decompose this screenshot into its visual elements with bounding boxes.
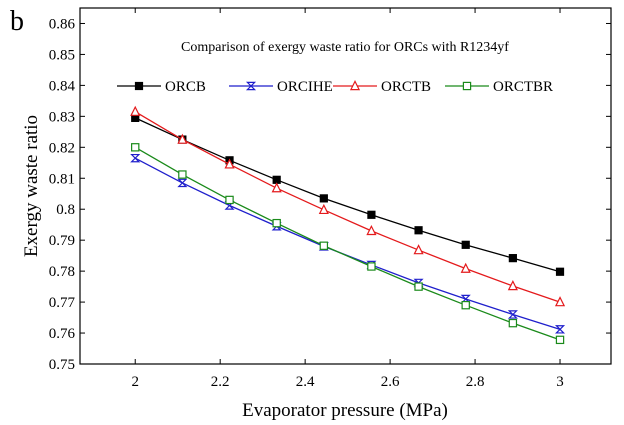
- x-axis-ticks: 2 2.2 2.4 2.6 2.8 3: [131, 8, 564, 390]
- data-point-marker: [177, 133, 188, 144]
- data-point-marker: [507, 310, 518, 319]
- data-point-marker: [461, 240, 470, 249]
- data-point-marker: [508, 318, 518, 328]
- data-point-marker: [224, 158, 235, 169]
- data-point-marker: [225, 195, 234, 205]
- data-point-marker: [130, 153, 141, 163]
- data-point-marker: [319, 194, 328, 203]
- data-point-marker: [507, 280, 518, 291]
- data-point-marker: [461, 300, 470, 310]
- y-axis-ticks: 0.75 0.76 0.77 0.78 0.79 0.8 0.81 0.82 0.83 0.84 0…: [49, 16, 611, 373]
- y-tick-label: 0.83: [49, 109, 75, 125]
- data-point-marker: [462, 81, 472, 91]
- x-tick-label: 3: [556, 374, 564, 390]
- data-point-marker: [413, 244, 424, 255]
- data-point-marker: [130, 105, 141, 116]
- series-layer: [130, 105, 566, 345]
- legend: ORCB ORCIHE ORCTB ORCTBR: [117, 79, 553, 95]
- x-tick-label: 2: [131, 374, 139, 390]
- legend-item-orctb: ORCTB: [333, 79, 431, 95]
- chart-title: Comparison of exergy waste ratio for ORC…: [181, 40, 509, 55]
- legend-label: ORCIHE: [277, 79, 333, 95]
- y-tick-label: 0.75: [49, 357, 75, 373]
- legend-item-orctbr: ORCTBR: [445, 79, 553, 95]
- x-tick-label: 2.6: [381, 374, 400, 390]
- x-tick-label: 2.8: [466, 374, 485, 390]
- data-point-marker: [271, 182, 282, 193]
- data-point-marker: [272, 218, 281, 228]
- data-point-marker: [134, 81, 144, 91]
- series-line: [134, 117, 561, 273]
- series-orcihe: [130, 153, 566, 334]
- y-axis-label: Exergy waste ratio: [21, 115, 42, 257]
- data-point-marker: [555, 267, 565, 276]
- legend-label: ORCTBR: [493, 79, 553, 95]
- y-tick-label: 0.85: [49, 47, 75, 63]
- data-point-marker: [414, 282, 423, 291]
- x-axis-label: Evaporator pressure (MPa): [242, 400, 448, 421]
- data-point-marker: [349, 80, 361, 91]
- data-point-marker: [131, 143, 140, 152]
- series-orctbr: [131, 143, 565, 345]
- y-tick-label: 0.79: [49, 233, 75, 249]
- data-point-marker: [177, 178, 188, 188]
- y-tick-label: 0.86: [49, 16, 76, 32]
- data-point-marker: [554, 296, 566, 307]
- legend-label: ORCB: [165, 79, 206, 95]
- legend-label: ORCTB: [381, 79, 431, 95]
- series-line: [134, 111, 561, 303]
- data-point-marker: [460, 262, 471, 273]
- data-point-marker: [414, 226, 423, 235]
- y-tick-label: 0.81: [49, 171, 75, 187]
- y-tick-label: 0.8: [56, 202, 75, 218]
- series-line: [134, 146, 561, 341]
- y-tick-label: 0.78: [49, 264, 75, 280]
- data-point-marker: [366, 224, 377, 236]
- data-point-marker: [367, 262, 376, 271]
- y-tick-label: 0.77: [49, 295, 76, 311]
- data-point-marker: [367, 210, 376, 219]
- x-tick-label: 2.2: [211, 374, 230, 390]
- series-orctb: [130, 105, 566, 307]
- y-tick-label: 0.82: [49, 140, 75, 156]
- y-tick-label: 0.84: [49, 78, 76, 94]
- data-point-marker: [319, 241, 329, 250]
- legend-item-orcb: ORCB: [117, 79, 206, 95]
- plot-frame: [79, 7, 612, 365]
- data-point-marker: [508, 254, 517, 263]
- data-point-marker: [555, 335, 565, 345]
- y-tick-label: 0.76: [49, 326, 76, 342]
- series-orcb: [131, 113, 565, 276]
- x-tick-label: 2.4: [296, 374, 315, 390]
- legend-item-orcihe: ORCIHE: [229, 79, 333, 95]
- panel-label: b: [10, 6, 24, 37]
- data-point-marker: [318, 203, 329, 215]
- data-point-marker: [554, 325, 566, 334]
- data-point-marker: [245, 81, 257, 91]
- data-point-marker: [178, 170, 187, 179]
